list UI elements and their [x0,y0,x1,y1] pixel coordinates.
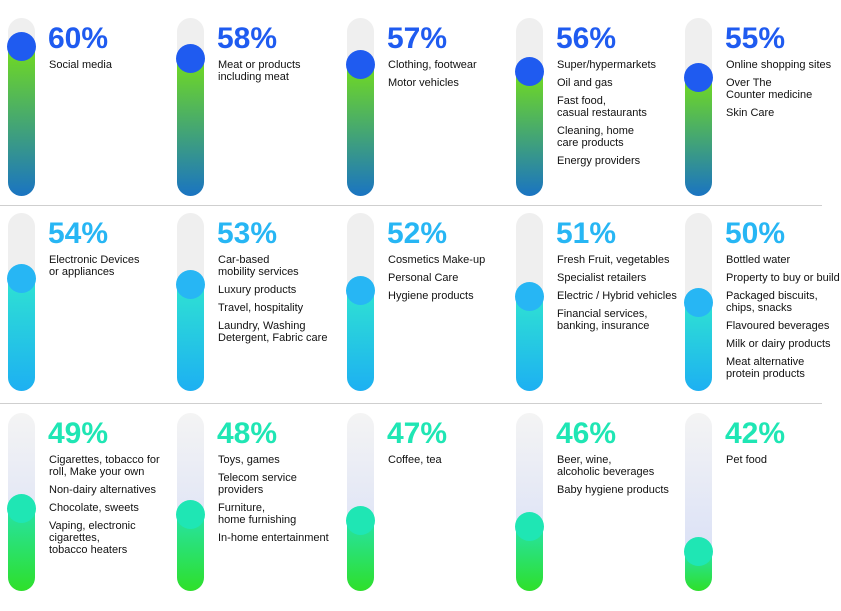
gauge-dot [346,50,375,80]
percent-label: 49% [48,417,109,450]
gauge-dot [346,506,375,536]
category-label: Cigarettes, tobacco for roll, Make your … [49,454,160,478]
gauge-fill [685,76,712,196]
category-label: Energy providers [557,155,641,167]
category-label: Pet food [726,454,767,466]
category-label: Cosmetics Make-up [388,254,486,266]
category-label: Chocolate, sweets [49,502,139,514]
category-label: Bottled water [726,254,791,266]
separator [0,403,822,404]
percent-label: 54% [48,217,109,250]
gauge-fill [8,277,35,391]
gauge-fill [177,58,204,196]
percent-label: 55% [725,22,786,55]
gauge-dot [684,536,713,566]
category-label: Electronic Devices or appliances [49,254,140,278]
gauge-dot [346,275,375,305]
category-label: Clothing, footwear [388,59,477,71]
gauge-dot [176,44,205,74]
percent-label: 52% [387,217,448,250]
category-label: Personal Care [388,272,459,284]
category-label: Packaged biscuits, chips, snacks [726,290,818,314]
percent-label: 50% [725,217,786,250]
category-label: Travel, hospitality [218,302,304,314]
percent-label: 42% [725,417,786,450]
gauge-dot [515,512,544,542]
gauge-fill [347,289,374,391]
category-label: Toys, games [218,454,280,466]
category-label: Fresh Fruit, vegetables [557,254,670,266]
percent-label: 48% [217,417,278,450]
percent-label: 51% [556,217,617,250]
category-label: Property to buy or build [726,272,840,284]
category-label: Meat alternative protein products [726,356,805,380]
gauge-dot [176,500,205,530]
percent-label: 58% [217,22,278,55]
category-label: Luxury products [218,284,297,296]
category-label: Coffee, tea [388,454,442,466]
gauge-fill [8,46,35,196]
gauge-fill [516,295,543,391]
category-label: Financial services, banking, insurance [557,308,650,332]
gauge-dot [7,494,36,524]
gauge-fill [347,64,374,196]
category-label: Beer, wine, alcoholic beverages [557,454,655,478]
percent-label: 56% [556,22,617,55]
category-label: Milk or dairy products [726,338,831,350]
gauge-dot [7,32,36,62]
category-label: Laundry, Washing Detergent, Fabric care [218,320,328,344]
percent-label: 57% [387,22,448,55]
category-label: Baby hygiene products [557,484,669,496]
gauge-dot [684,288,713,317]
gauge-dot [7,263,36,293]
percent-label: 60% [48,22,109,55]
gauge-fill [177,283,204,391]
category-label: Car-based mobility services [218,254,299,278]
category-label: Meat or products including meat [218,59,301,83]
category-label: Oil and gas [557,77,613,89]
category-label: Electric / Hybrid vehicles [557,290,677,302]
category-label: In-home entertainment [218,532,329,544]
percent-label: 46% [556,417,617,450]
separator [0,205,822,206]
gauge-dot [176,269,205,299]
percent-label: 53% [217,217,278,250]
percent-label: 47% [387,417,448,450]
gauge-fill [516,70,543,196]
category-label: Super/hypermarkets [557,59,657,71]
gauge-dot [515,281,544,311]
category-label: Flavoured beverages [726,320,830,332]
category-label: Motor vehicles [388,77,459,89]
category-label: Social media [49,59,112,71]
category-label: Online shopping sites [726,59,832,71]
category-label: Non-dairy alternatives [49,484,156,496]
category-label: Vaping, electronic cigarettes, tobacco h… [49,520,136,556]
gauge-dot [515,56,544,86]
category-label: Hygiene products [388,290,474,302]
category-label: Over The Counter medicine [726,77,813,101]
category-label: Telecom service providers [218,472,297,496]
category-label: Specialist retailers [557,272,647,284]
category-label: Furniture, home furnishing [218,502,297,526]
category-label: Fast food, casual restaurants [557,95,647,119]
category-label: Cleaning, home care products [557,125,635,149]
gauge-dot [684,62,713,92]
category-label: Skin Care [726,107,775,119]
